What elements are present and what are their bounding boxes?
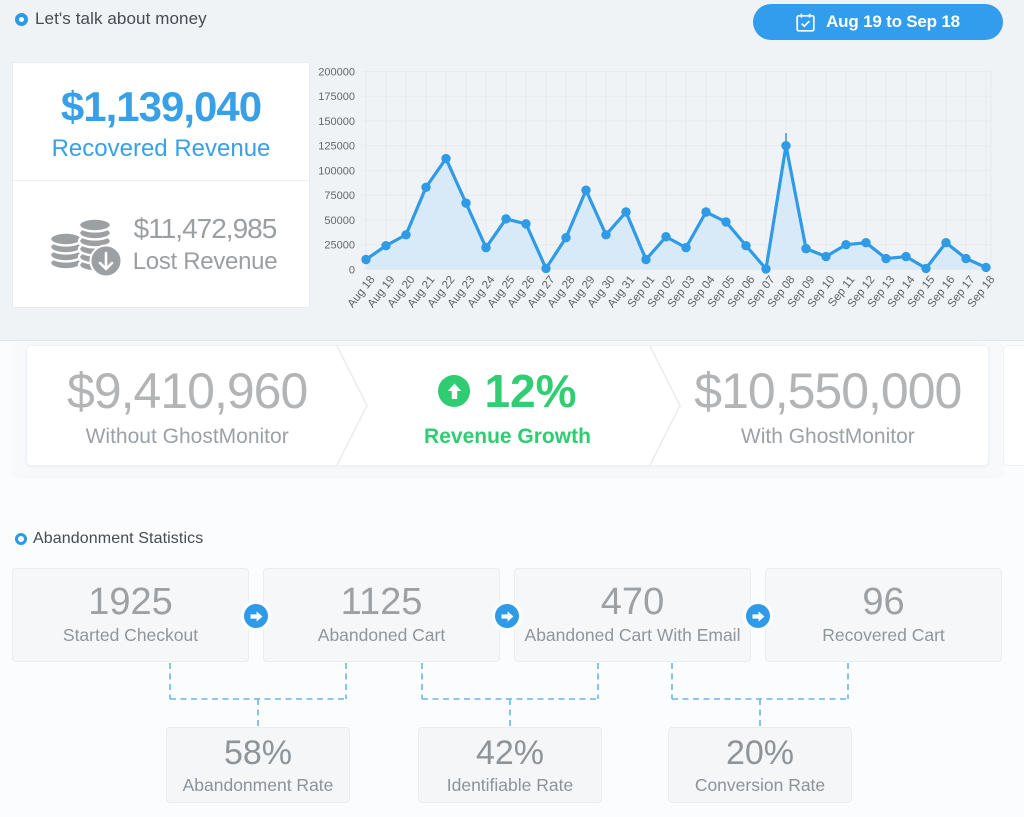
funnel-label: Abandoned Cart (317, 625, 446, 645)
arrow-right-icon (743, 601, 773, 631)
arrow-right-icon (241, 601, 271, 631)
with-ghostmonitor-label: With GhostMonitor (740, 425, 915, 448)
without-ghostmonitor-label: Without GhostMonitor (85, 425, 289, 448)
recovered-revenue-value: $1,139,040 (60, 82, 262, 130)
rate-box-conversion: 20% Conversion Rate (668, 727, 852, 803)
funnel-label: Abandoned Cart With Email (524, 625, 741, 645)
date-range-label: Aug 19 to Sep 18 (826, 12, 960, 31)
chevron-separators (336, 346, 681, 465)
without-ghostmonitor-value: $9,410,960 (67, 363, 308, 419)
with-ghostmonitor-value: $10,550,000 (694, 363, 962, 419)
funnel-box-abandoned-cart: 1125 Abandoned Cart (263, 568, 500, 662)
calendar-icon (796, 13, 815, 32)
money-section-header: Let's talk about money (15, 9, 207, 29)
lost-revenue-value: $11,472,985 (133, 212, 278, 244)
recovered-revenue-cell: $1,139,040 Recovered Revenue (13, 63, 309, 181)
funnel-value: 96 (862, 581, 905, 623)
section-title-abandonment: Abandonment Statistics (33, 530, 204, 547)
abandonment-section-header: Abandonment Statistics (15, 530, 203, 548)
rate-label: Conversion Rate (694, 775, 826, 795)
revenue-growth-value: 12% (484, 365, 577, 417)
recovered-revenue-label: Recovered Revenue (51, 134, 271, 162)
funnel-box-abandoned-cart-with-email: 470 Abandoned Cart With Email (514, 568, 751, 662)
bullet-icon (15, 533, 27, 545)
date-range-button[interactable]: Aug 19 to Sep 18 (753, 4, 1003, 40)
lost-revenue-cell: $11,472,985 Lost Revenue (13, 181, 309, 307)
comparison-card: $9,410,960 Without GhostMonitor 12% Reve… (26, 345, 989, 466)
bullet-icon (15, 12, 28, 26)
comparison-card-next-peek (1003, 345, 1024, 466)
arrow-right-icon (492, 601, 522, 631)
lost-revenue-label: Lost Revenue (132, 247, 278, 275)
growth-up-icon (438, 375, 471, 407)
funnel-box-recovered-cart: 96 Recovered Cart (765, 568, 1002, 662)
funnel-box-started-checkout: 1925 Started Checkout (12, 568, 249, 662)
rate-label: Identifiable Rate (446, 775, 574, 795)
funnel-value: 470 (600, 581, 665, 623)
rate-box-abandonment: 58% Abandonment Rate (166, 727, 350, 803)
funnel-value: 1925 (88, 581, 173, 623)
revenue-growth-label: Revenue Growth (424, 425, 591, 448)
section-title-money: Let's talk about money (35, 9, 207, 28)
funnel-label: Started Checkout (62, 625, 199, 645)
funnel-label: Recovered Cart (822, 625, 945, 645)
revenue-growth-cell: 12% Revenue Growth (347, 346, 667, 465)
arrow-down-icon (98, 251, 114, 271)
rate-value: 20% (725, 734, 795, 772)
funnel-value: 1125 (340, 581, 423, 623)
without-ghostmonitor-cell: $9,410,960 Without GhostMonitor (27, 346, 347, 465)
revenue-card: $1,139,040 Recovered Revenue (12, 62, 310, 308)
with-ghostmonitor-cell: $10,550,000 With GhostMonitor (668, 346, 988, 465)
rate-label: Abandonment Rate (182, 775, 334, 795)
coins-icon (48, 217, 123, 277)
rate-value: 42% (475, 734, 545, 772)
rate-box-identifiable: 42% Identifiable Rate (418, 727, 602, 803)
rate-value: 58% (223, 734, 293, 772)
